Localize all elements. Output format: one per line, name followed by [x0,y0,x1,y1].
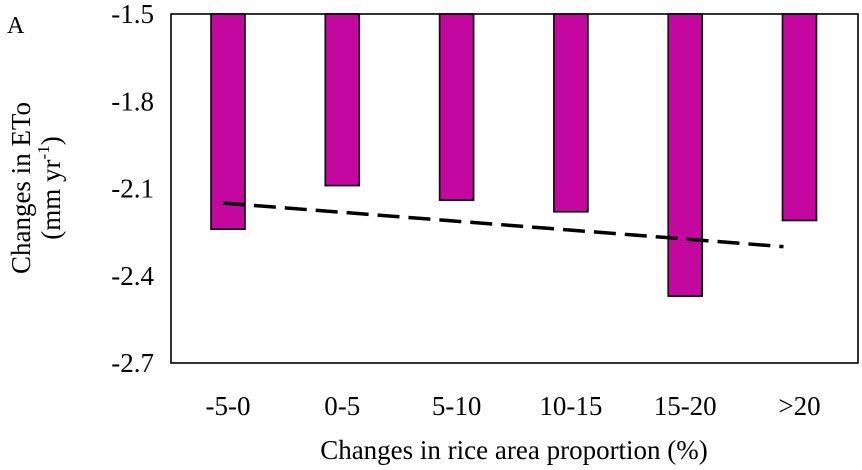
y-axis-ticks: -1.5 -1.8 -2.1 -2.4 -2.7 [111,0,154,378]
x-axis-title: Changes in rice area proportion (%) [320,435,708,465]
x-tick-label: 10-15 [539,391,602,421]
y-tick-label: -2.1 [111,174,154,204]
y-tick-label: -2.4 [111,261,154,291]
trendline [222,201,784,249]
y-tick-label: -2.7 [111,348,154,378]
x-tick-label: >20 [778,391,820,421]
x-tick-label: 15-20 [654,391,717,421]
panel-label: A [7,13,25,39]
y-tick-label: -1.5 [111,0,154,29]
x-tick-label: 0-5 [324,391,360,421]
bar [324,13,361,187]
bars [210,13,818,297]
bar [781,13,818,222]
y-axis-title-line1: Changes in ETo [6,102,36,274]
x-axis-tick-labels: -5-0 0-5 5-10 10-15 15-20 >20 [206,391,821,421]
bar [210,13,246,231]
bar [553,13,589,213]
y-tick-label: -1.8 [111,86,154,116]
plot-frame [170,13,859,364]
y-axis-title-line2: (mm yr-1) [34,136,66,239]
y-axis-title: Changes in ETo (mm yr-1) [6,102,66,274]
bar [438,13,475,201]
bar [667,13,704,297]
x-tick-label: -5-0 [206,391,251,421]
x-tick-label: 5-10 [432,391,482,421]
